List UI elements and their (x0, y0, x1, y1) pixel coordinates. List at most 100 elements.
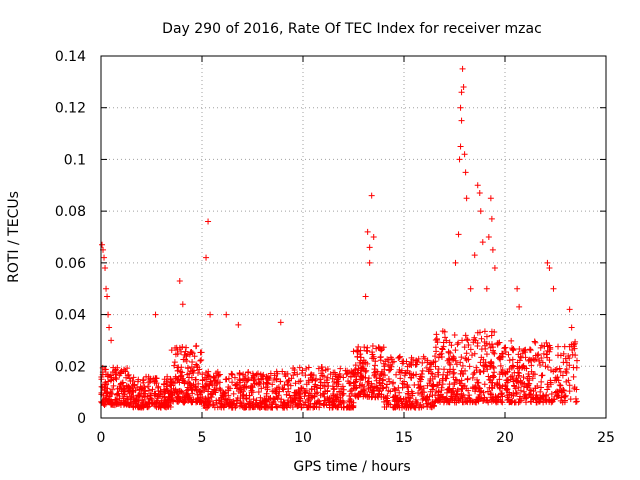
roti-point (155, 395, 162, 402)
roti-point (550, 285, 557, 292)
roti-point (534, 352, 541, 359)
roti-point (223, 311, 230, 318)
y-tick-label: 0.06 (55, 256, 86, 272)
roti-point (208, 390, 215, 397)
roti-point (343, 404, 350, 411)
roti-point (228, 404, 235, 411)
roti-point (488, 359, 495, 366)
roti-point (474, 182, 481, 189)
roti-point (132, 397, 139, 404)
roti-point (381, 398, 388, 405)
roti-point (228, 370, 235, 377)
roti-point (99, 241, 106, 248)
roti-point (531, 371, 538, 378)
roti-point (442, 375, 449, 382)
roti-point (540, 394, 547, 401)
roti-point (543, 339, 550, 346)
roti-point (199, 376, 206, 383)
roti-point (130, 374, 137, 381)
roti-point (570, 373, 577, 380)
roti-point (558, 388, 565, 395)
roti-point (153, 404, 160, 411)
roti-point (443, 395, 450, 402)
roti-point (491, 328, 498, 335)
roti-point (572, 395, 579, 402)
roti-point (391, 385, 398, 392)
roti-point (452, 347, 459, 354)
roti-point (394, 403, 401, 410)
y-tick-label: 0.04 (55, 308, 86, 324)
roti-point (357, 389, 364, 396)
roti-point (376, 388, 383, 395)
roti-point (546, 357, 553, 364)
roti-point (538, 384, 545, 391)
roti-point (300, 385, 307, 392)
y-tick-label: 0 (77, 411, 86, 427)
roti-point (365, 385, 372, 392)
roti-point (508, 345, 515, 352)
roti-point (499, 353, 506, 360)
roti-point (527, 398, 534, 405)
roti-point (125, 371, 132, 378)
roti-point (444, 369, 451, 376)
roti-point (450, 353, 457, 360)
roti-point (273, 368, 280, 375)
roti-point (476, 385, 483, 392)
roti-point (413, 371, 420, 378)
roti-point (383, 381, 390, 388)
roti-point (338, 385, 345, 392)
roti-point (198, 389, 205, 396)
roti-point (459, 362, 466, 369)
roti-point (370, 387, 377, 394)
data-points (98, 65, 580, 411)
roti-point (551, 377, 558, 384)
roti-point (483, 340, 490, 347)
roti-point (478, 346, 485, 353)
roti-point (354, 348, 361, 355)
x-tick-label: 25 (597, 430, 615, 446)
roti-point (195, 394, 202, 401)
roti-point (432, 398, 439, 405)
roti-point (396, 366, 403, 373)
roti-point (172, 375, 179, 382)
roti-point (441, 328, 448, 335)
roti-point (175, 396, 182, 403)
roti-point (445, 348, 452, 355)
roti-point (375, 394, 382, 401)
roti-point (355, 393, 362, 400)
roti-point (484, 366, 491, 373)
roti-point (214, 404, 221, 411)
roti-point (405, 384, 412, 391)
roti-point (410, 372, 417, 379)
roti-point (369, 349, 376, 356)
roti-point (561, 343, 568, 350)
roti-point (386, 378, 393, 385)
roti-point (195, 380, 202, 387)
roti-point (459, 394, 466, 401)
roti-point (283, 391, 290, 398)
roti-point (124, 365, 131, 372)
roti-point (539, 372, 546, 379)
roti-point (166, 381, 173, 388)
roti-point (164, 373, 171, 380)
roti-point (139, 377, 146, 384)
roti-point (322, 367, 329, 374)
roti-point (156, 403, 163, 410)
roti-point (437, 391, 444, 398)
roti-point (280, 404, 287, 411)
roti-point (384, 392, 391, 399)
roti-point (487, 195, 494, 202)
roti-point (179, 369, 186, 376)
roti-point (335, 381, 342, 388)
roti-point (152, 311, 159, 318)
roti-point (545, 383, 552, 390)
roti-point (481, 381, 488, 388)
roti-point (385, 367, 392, 374)
roti-point (171, 380, 178, 387)
roti-point (396, 354, 403, 361)
roti-point (193, 361, 200, 368)
roti-point (207, 391, 214, 398)
roti-point (215, 397, 222, 404)
roti-point (506, 357, 513, 364)
roti-point (163, 385, 170, 392)
